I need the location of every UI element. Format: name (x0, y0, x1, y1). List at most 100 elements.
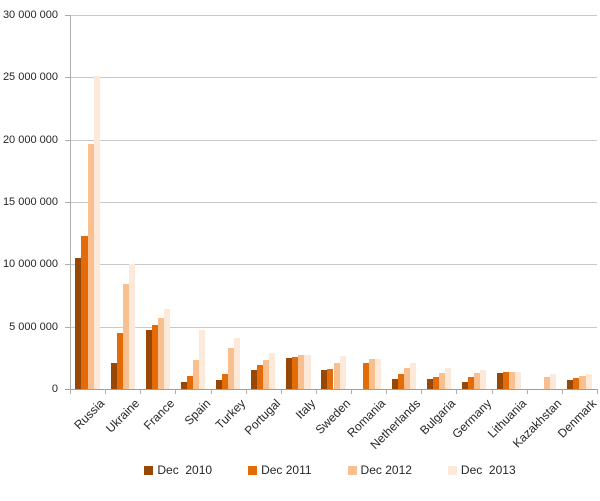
legend-label: Dec 2012 (360, 463, 412, 477)
x-axis-tick (105, 389, 107, 394)
y-gridline (70, 264, 597, 266)
y-axis-tick (65, 15, 70, 16)
bar-russia-dec-2011 (81, 236, 88, 389)
chart-legend: Dec 2010 Dec 2011 Dec 2012 Dec 2013 (60, 463, 600, 477)
bar-lithuania-dec-2011 (503, 372, 510, 389)
y-gridline (70, 77, 597, 79)
bar-lithuania-dec-2010 (496, 373, 504, 389)
bar-france-dec-2011 (151, 324, 158, 389)
legend-swatch (248, 465, 258, 475)
bar-turkey-dec-2012 (228, 347, 235, 389)
bar-netherlands-dec-2010 (391, 379, 398, 389)
y-gridline (70, 326, 597, 328)
bar-netherlands-dec-2011 (397, 374, 404, 389)
bar-portugal-dec-2011 (257, 364, 264, 389)
bar-bulgaria-dec-2012 (438, 373, 445, 389)
legend-item-dec-2011: Dec 2011 (248, 463, 312, 477)
x-axis-tick (210, 389, 212, 394)
x-axis-tick (70, 389, 71, 394)
x-axis-tick (140, 389, 142, 394)
bar-portugal-dec-2013 (269, 352, 276, 389)
bar-sweden-dec-2012 (333, 362, 340, 389)
bar-romania-dec-2012 (368, 359, 375, 389)
bar-spain-dec-2010 (180, 381, 187, 389)
legend-label: Dec 2011 (261, 463, 312, 477)
bar-sweden-dec-2010 (321, 370, 328, 389)
legend-item-dec-2010: Dec 2010 (144, 463, 212, 477)
bar-lithuania-dec-2012 (509, 371, 516, 389)
legend-swatch (144, 465, 154, 475)
x-axis-tick (245, 389, 247, 394)
bar-germany-dec-2013 (480, 370, 487, 389)
y-axis-label: 20 000 000 (2, 133, 58, 146)
y-gridline (70, 15, 597, 16)
y-axis-tick (65, 77, 70, 79)
bar-russia-dec-2012 (87, 144, 94, 389)
bar-bulgaria-dec-2011 (432, 377, 439, 389)
bar-turkey-dec-2013 (234, 337, 241, 389)
bar-netherlands-dec-2012 (403, 368, 410, 389)
y-axis-label: 0 (51, 383, 58, 395)
x-axis-line (65, 389, 597, 390)
bar-ukraine-dec-2012 (122, 283, 129, 389)
bar-sweden-dec-2013 (339, 355, 346, 389)
bar-lithuania-dec-2013 (515, 371, 522, 389)
bar-romania-dec-2011 (362, 362, 369, 389)
bar-bulgaria-dec-2013 (445, 368, 452, 389)
bar-germany-dec-2012 (474, 372, 481, 389)
bar-bulgaria-dec-2010 (426, 379, 433, 389)
bar-germany-dec-2010 (461, 382, 468, 389)
bar-ukraine-dec-2011 (116, 332, 123, 389)
bar-france-dec-2010 (145, 330, 152, 389)
bar-germany-dec-2011 (467, 377, 475, 389)
bar-kazakhstan-dec-2012 (544, 376, 551, 389)
legend-item-dec-2012: Dec 2012 (347, 463, 412, 477)
bar-italy-dec-2013 (304, 354, 311, 389)
y-axis-tick (65, 139, 70, 141)
legend-swatch (347, 465, 357, 475)
x-axis-tick (421, 389, 423, 394)
x-axis-tick (597, 389, 598, 394)
y-gridline (70, 202, 597, 203)
x-axis-tick (280, 389, 282, 394)
y-gridline (70, 139, 597, 141)
legend-item-dec-2013: Dec 2013 (447, 463, 516, 477)
legend-swatch (447, 465, 457, 475)
legend-label: Dec 2010 (157, 463, 213, 477)
y-axis-label: 15 000 000 (2, 196, 58, 208)
bar-denmark-dec-2011 (573, 377, 580, 389)
x-axis-tick (386, 389, 388, 394)
bar-denmark-dec-2010 (567, 379, 574, 389)
legend-label: Dec 2013 (460, 463, 516, 477)
bar-denmark-dec-2013 (585, 374, 592, 389)
x-axis-tick (175, 389, 177, 394)
bar-spain-dec-2013 (199, 329, 206, 389)
bar-romania-dec-2013 (374, 359, 381, 389)
y-axis-tick (65, 264, 70, 266)
bar-france-dec-2013 (163, 309, 171, 389)
bar-kazakhstan-dec-2013 (550, 374, 557, 389)
bar-denmark-dec-2012 (579, 375, 586, 389)
bar-netherlands-dec-2013 (409, 362, 416, 389)
bar-spain-dec-2011 (186, 375, 193, 389)
bar-turkey-dec-2010 (215, 380, 222, 389)
x-axis-tick (526, 389, 528, 394)
bar-russia-dec-2010 (75, 258, 82, 389)
bar-france-dec-2012 (157, 317, 164, 389)
bar-portugal-dec-2012 (263, 360, 270, 389)
bar-russia-dec-2013 (93, 76, 100, 389)
bar-turkey-dec-2011 (222, 374, 229, 389)
y-axis-tick (65, 326, 70, 328)
x-axis-tick (315, 389, 317, 394)
bar-ukraine-dec-2013 (128, 264, 135, 389)
bar-sweden-dec-2011 (327, 369, 334, 389)
y-axis-label: 10 000 000 (2, 258, 58, 271)
x-axis-tick (351, 389, 353, 394)
y-axis-line (70, 15, 71, 389)
y-axis-label: 5 000 000 (9, 320, 58, 333)
bar-italy-dec-2012 (298, 354, 305, 389)
bar-ukraine-dec-2010 (110, 362, 117, 389)
bar-spain-dec-2012 (192, 360, 200, 389)
x-axis-tick (561, 389, 563, 394)
